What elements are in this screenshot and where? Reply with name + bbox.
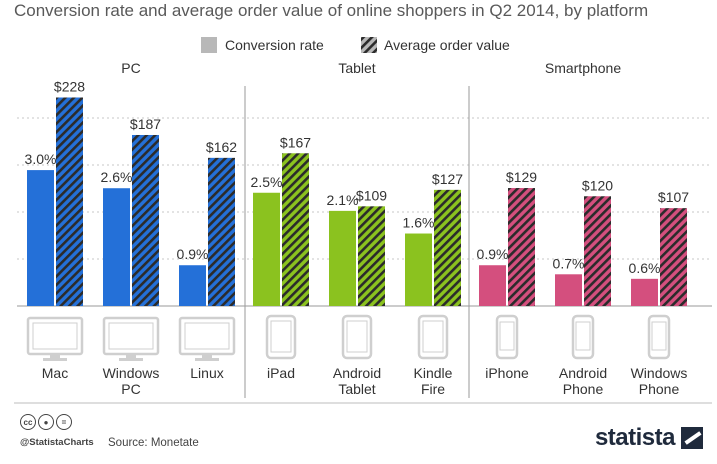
- data-label-conversion: 0.7%: [553, 255, 585, 271]
- bar-aov: [660, 208, 687, 306]
- bar-conversion: [329, 210, 356, 306]
- category-label: Windows Phone: [631, 365, 688, 397]
- bar-conversion: [27, 170, 54, 306]
- desktop-foot: [43, 358, 67, 361]
- nd-icon: =: [56, 414, 72, 430]
- bar-aov: [434, 189, 461, 306]
- data-label-aov: $228: [54, 78, 85, 94]
- bar-aov: [584, 196, 611, 306]
- legend-label-conversion: Conversion rate: [225, 37, 324, 53]
- category-label: Kindle Fire: [414, 365, 453, 397]
- tablet-icon: [341, 314, 373, 360]
- data-label-conversion: 0.6%: [629, 260, 661, 276]
- statista-logo[interactable]: statista: [595, 424, 703, 452]
- category-label: Windows PC: [103, 365, 160, 397]
- phone-screen: [575, 321, 591, 351]
- data-label-aov: $162: [206, 139, 237, 155]
- data-label-aov: $167: [280, 134, 311, 150]
- phone-icon: [647, 314, 671, 360]
- desktop-screen: [184, 322, 230, 350]
- phone-screen: [499, 321, 515, 351]
- data-label-conversion: 1.6%: [403, 215, 435, 231]
- bar-aov: [56, 97, 83, 306]
- category-label: iPad: [267, 365, 295, 381]
- footer-handle: @StatistaCharts: [20, 437, 94, 448]
- phone-icon: [571, 314, 595, 360]
- data-label-conversion: 0.9%: [477, 246, 509, 262]
- desktop-stand: [126, 354, 136, 359]
- desktop-foot: [119, 358, 143, 361]
- tablet-screen: [422, 320, 444, 353]
- bar-aov: [132, 134, 159, 306]
- statista-mark-icon: [681, 427, 703, 449]
- desktop-stand: [202, 354, 212, 359]
- category-label: iPhone: [485, 365, 529, 381]
- desktop-stand: [50, 354, 60, 359]
- bar-aov: [208, 157, 235, 306]
- category-label: Android Tablet: [333, 365, 381, 397]
- group-label: Tablet: [338, 60, 375, 76]
- by-icon: ●: [38, 414, 54, 430]
- category-label: Android Phone: [559, 365, 607, 397]
- desktop-screen: [108, 322, 154, 350]
- tablet-screen: [270, 320, 292, 353]
- group-label: PC: [121, 60, 140, 76]
- data-label-conversion: 2.6%: [101, 169, 133, 185]
- data-label-aov: $187: [130, 116, 161, 132]
- data-label-conversion: 2.1%: [327, 192, 359, 208]
- desktop-screen: [32, 322, 78, 350]
- phone-icon: [495, 314, 519, 360]
- legend-label-aov: Average order value: [384, 37, 510, 53]
- legend-swatch-conversion: [201, 37, 217, 53]
- bar-conversion: [555, 274, 582, 306]
- group-label: Smartphone: [545, 60, 621, 76]
- license-icons: cc ● =: [20, 414, 72, 430]
- footer-source: Source: Monetate: [108, 437, 199, 449]
- tablet-icon: [417, 314, 449, 360]
- category-label: Mac: [42, 365, 68, 381]
- bar-conversion: [253, 192, 280, 306]
- bar-aov: [282, 153, 309, 306]
- bar-aov: [358, 206, 385, 306]
- data-label-aov: $107: [658, 189, 689, 205]
- bar-conversion: [179, 265, 206, 306]
- data-label-aov: $120: [582, 177, 613, 193]
- chart-title: Conversion rate and average order value …: [14, 1, 649, 20]
- bar-aov: [508, 188, 535, 306]
- data-label-aov: $127: [432, 171, 463, 187]
- statista-wordmark: statista: [594, 424, 676, 451]
- bar-conversion: [631, 278, 658, 306]
- legend-swatch-aov: [361, 37, 377, 53]
- bar-conversion: [103, 188, 130, 306]
- tablet-icon: [265, 314, 297, 360]
- data-label-conversion: 0.9%: [177, 246, 209, 262]
- bar-conversion: [405, 233, 432, 306]
- desktop-foot: [195, 358, 219, 361]
- cc-icon: cc: [20, 414, 36, 430]
- data-label-conversion: 3.0%: [25, 151, 57, 167]
- category-label: Linux: [190, 365, 223, 381]
- data-label-aov: $129: [506, 169, 537, 185]
- phone-screen: [651, 321, 667, 351]
- tablet-screen: [346, 320, 368, 353]
- data-label-aov: $109: [356, 187, 387, 203]
- data-label-conversion: 2.5%: [251, 174, 283, 190]
- bar-conversion: [479, 265, 506, 306]
